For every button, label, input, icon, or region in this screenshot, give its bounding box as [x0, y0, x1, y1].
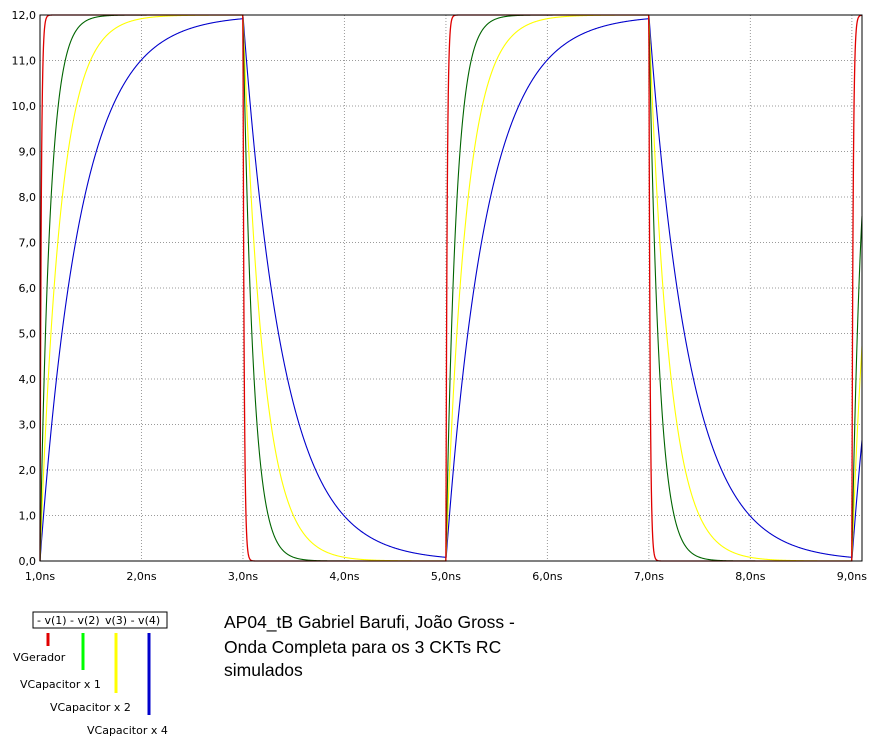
y-axis-tick-labels: 0,0 1,0 2,0 3,0 4,0 5,0 6,0 7,0 8,0 9,0 10,0 11,0 12… — [12, 9, 37, 568]
legend-label-vcapacitor-x4: VCapacitor x 4 — [87, 724, 168, 737]
y-tick-label: 1,0 — [19, 510, 37, 523]
plot-frame — [39, 14, 863, 562]
y-tick-label: 3,0 — [19, 419, 37, 432]
x-tick-label: 4,0ns — [329, 570, 359, 583]
title-line-3: simulados — [224, 660, 303, 680]
y-tick-label: 5,0 — [19, 328, 37, 341]
grid-lines — [40, 15, 862, 561]
x-tick-label: 2,0ns — [126, 570, 156, 583]
x-tick-label: 6,0ns — [532, 570, 562, 583]
legend-box-text-2: v(3) - v(4) — [105, 614, 160, 627]
x-tick-label: 9,0ns — [837, 570, 867, 583]
y-tick-label: 10,0 — [12, 100, 37, 113]
series-line-vcapacitor-x-4 — [39, 15, 863, 562]
x-tick-label: 5,0ns — [431, 570, 461, 583]
legend-box-text-1: - v(1) - v(2) — [37, 614, 100, 627]
y-tick-label: 0,0 — [19, 555, 37, 568]
legend-label-vcapacitor-x2: VCapacitor x 2 — [50, 701, 131, 714]
y-tick-label: 6,0 — [19, 282, 37, 295]
y-tick-label: 7,0 — [19, 237, 37, 250]
legend-label-vgerador: VGerador — [13, 651, 66, 664]
x-tick-label: 3,0ns — [228, 570, 258, 583]
x-tick-label: 8,0ns — [735, 570, 765, 583]
y-tick-label: 8,0 — [19, 191, 37, 204]
legend-box — [32, 611, 168, 629]
legend-label-vcapacitor-x1: VCapacitor x 1 — [20, 678, 101, 691]
x-tick-label: 7,0ns — [634, 570, 664, 583]
title-line-2: Onda Completa para os 3 CKTs RC — [224, 637, 501, 657]
x-axis-tick-labels: 1,0ns 2,0ns 3,0ns 4,0ns 5,0ns 6,0ns 7,0ns 8,0ns… — [25, 570, 867, 583]
title-line-1: AP04_tB Gabriel Barufi, João Gross - — [224, 612, 515, 633]
x-tick-label: 1,0ns — [25, 570, 55, 583]
chart-title: AP04_tB Gabriel Barufi, João Gross - Ond… — [224, 612, 515, 680]
y-tick-label: 12,0 — [12, 9, 37, 22]
y-tick-label: 2,0 — [19, 464, 37, 477]
y-tick-label: 4,0 — [19, 373, 37, 386]
legend: - v(1) - v(2) v(3) - v(4) VGerador VCapa… — [13, 611, 168, 737]
y-tick-label: 11,0 — [12, 55, 37, 68]
y-tick-label: 9,0 — [19, 146, 37, 159]
